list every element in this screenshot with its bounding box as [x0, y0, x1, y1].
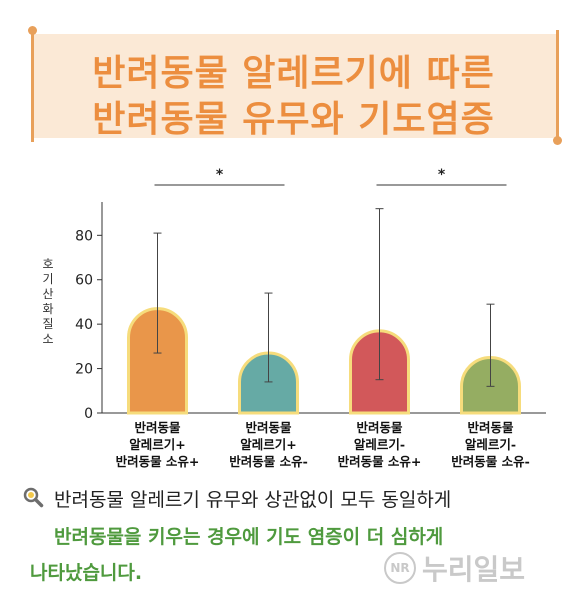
y-tick-label: 80	[75, 228, 93, 244]
title-rule-right	[556, 30, 559, 142]
title-box	[31, 34, 557, 138]
x-tick-label: 알레르기+	[129, 437, 185, 452]
bar	[238, 351, 299, 415]
search-icon	[23, 487, 44, 508]
y-axis-label-char: 화	[42, 302, 53, 316]
caption-line-3: 나타났습니다.	[30, 562, 143, 584]
y-axis-label-char: 호	[42, 257, 53, 271]
x-tick-label: 반려동물	[356, 420, 403, 435]
significance-marker: *	[438, 167, 446, 183]
title-line-1: 반려동물 알레르기에 따른	[92, 53, 495, 94]
watermark-text: 누리일보	[422, 553, 526, 586]
significance-marker: *	[216, 167, 224, 183]
x-tick-label: 알레르기+	[240, 437, 296, 452]
y-axis-label-char: 기	[42, 272, 53, 286]
caption-line-1: 반려동물 알레르기 유무와 상관없이 모두 동일하게	[54, 489, 452, 511]
x-tick-label: 반려동물	[134, 420, 181, 435]
x-tick-label: 반려동물 소유+	[116, 454, 200, 469]
title-line-2: 반려동물 유무와 기도염증	[92, 99, 495, 140]
y-tick-label: 60	[75, 273, 93, 289]
y-axis-label-char: 산	[42, 287, 53, 301]
y-axis-label-char: 소	[42, 332, 53, 346]
watermark: NR 누리일보	[384, 548, 525, 588]
x-tick-label: 반려동물 소유+	[338, 454, 422, 469]
x-tick-label: 알레르기-	[465, 437, 516, 452]
x-tick-label: 알레르기-	[354, 437, 405, 452]
y-tick-label: 40	[75, 317, 93, 333]
x-tick-label: 반려동물	[467, 420, 514, 435]
title-rule-left	[31, 30, 34, 142]
title-dot-bottom-right	[553, 136, 562, 145]
y-tick-label: 20	[75, 362, 93, 378]
watermark-badge: NR	[384, 552, 416, 584]
y-tick-label: 0	[84, 406, 93, 422]
x-tick-label: 반려동물 소유-	[451, 454, 530, 469]
x-tick-label: 반려동물	[245, 420, 292, 435]
y-axis-label-char: 질	[42, 317, 53, 331]
bar	[127, 307, 188, 415]
caption-line-2: 반려동물을 키우는 경우에 기도 염증이 더 심하게	[54, 526, 444, 548]
title-dot-top-left	[28, 26, 37, 35]
x-tick-label: 반려동물 소유-	[229, 454, 308, 469]
